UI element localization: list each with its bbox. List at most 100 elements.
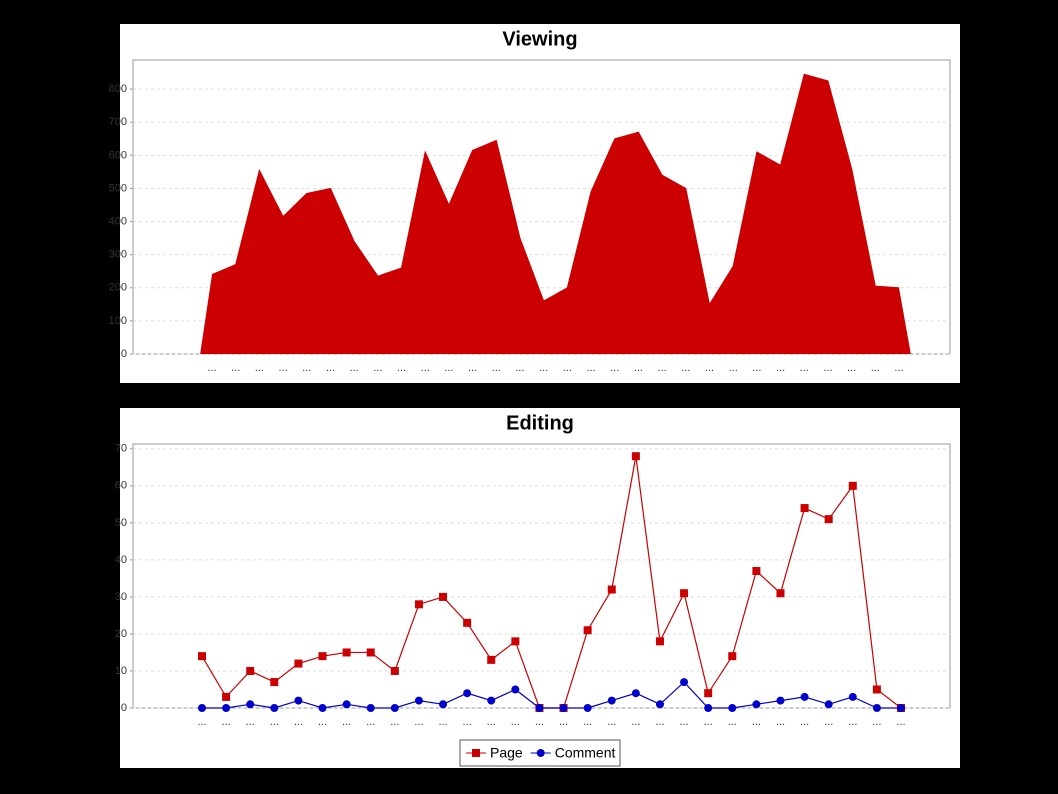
x-tick-label: ...: [583, 716, 592, 728]
legend-label: Comment: [555, 745, 616, 761]
legend-marker: [472, 749, 480, 757]
y-tick-label: 70: [115, 443, 127, 455]
marker: [728, 652, 737, 661]
marker: [414, 600, 423, 609]
x-tick-label: ...: [302, 362, 311, 374]
y-tick-label: 500: [109, 182, 127, 194]
y-tick-label: 10: [115, 665, 127, 677]
x-tick-label: ...: [222, 716, 231, 728]
x-tick-label: ...: [729, 362, 738, 374]
marker: [776, 696, 785, 705]
marker: [897, 704, 905, 712]
x-tick-label: ...: [255, 362, 264, 374]
x-tick-label: ...: [894, 362, 903, 374]
x-tick-label: ...: [800, 362, 809, 374]
x-tick-label: ...: [824, 716, 833, 728]
x-tick-label: ...: [848, 716, 857, 728]
x-tick-label: ...: [397, 362, 406, 374]
x-tick-label: ...: [421, 362, 430, 374]
marker: [463, 618, 472, 627]
marker: [872, 704, 881, 712]
y-tick-label: 800: [109, 83, 127, 95]
marker: [704, 704, 713, 712]
x-tick-label: ...: [776, 716, 785, 728]
x-tick-label: ...: [444, 362, 453, 374]
x-tick-label: ...: [586, 362, 595, 374]
chart-title: Viewing: [502, 28, 577, 50]
marker: [655, 700, 664, 709]
marker: [294, 659, 303, 668]
marker: [222, 692, 231, 701]
marker: [583, 704, 592, 712]
marker: [390, 666, 399, 675]
x-tick-label: ...: [350, 362, 359, 374]
marker: [824, 515, 833, 524]
x-tick-label: ...: [539, 362, 548, 374]
y-tick-label: 60: [115, 480, 127, 492]
marker: [439, 592, 448, 601]
x-tick-label: ...: [390, 716, 399, 728]
x-tick-label: ...: [318, 716, 327, 728]
marker: [414, 696, 423, 705]
y-tick-label: 30: [115, 591, 127, 603]
x-tick-label: ...: [373, 362, 382, 374]
marker: [607, 696, 616, 705]
x-tick-label: ...: [515, 362, 524, 374]
area-outline: [211, 73, 900, 306]
marker: [198, 704, 206, 712]
x-tick-label: ...: [704, 716, 713, 728]
marker: [583, 626, 592, 635]
y-tick-label: 300: [109, 249, 127, 261]
x-tick-label: ...: [607, 716, 616, 728]
x-tick-label: ...: [438, 716, 447, 728]
x-tick-label: ...: [468, 362, 477, 374]
x-tick-label: ...: [800, 716, 809, 728]
marker: [752, 700, 761, 709]
y-tick-label: 100: [109, 315, 127, 327]
marker: [463, 689, 472, 698]
marker: [270, 704, 279, 712]
y-tick-label: 20: [115, 628, 127, 640]
plot-area: [132, 443, 951, 709]
x-tick-label: ...: [197, 716, 206, 728]
marker: [318, 652, 327, 661]
marker: [607, 585, 616, 594]
marker: [800, 504, 809, 513]
y-tick-label: 600: [109, 149, 127, 161]
marker: [246, 700, 255, 709]
marker: [222, 704, 231, 712]
x-tick-label: ...: [705, 362, 714, 374]
y-tick-label: 0: [121, 348, 127, 360]
y-tick-label: 40: [115, 554, 127, 566]
x-tick-label: ...: [414, 716, 423, 728]
marker: [294, 696, 303, 705]
marker: [318, 704, 327, 712]
marker: [535, 704, 544, 712]
x-tick-label: ...: [366, 716, 375, 728]
y-tick-label: 200: [109, 282, 127, 294]
legend-label: Page: [490, 745, 523, 761]
marker: [390, 704, 399, 712]
marker: [270, 678, 279, 687]
marker: [631, 452, 640, 461]
x-tick-label: ...: [752, 716, 761, 728]
y-tick-label: 50: [115, 517, 127, 529]
marker: [366, 648, 375, 657]
marker: [704, 689, 713, 698]
x-tick-label: ...: [535, 716, 544, 728]
x-tick-label: ...: [823, 362, 832, 374]
marker: [872, 685, 881, 694]
marker: [487, 696, 496, 705]
x-tick-label: ...: [634, 362, 643, 374]
marker: [511, 685, 520, 694]
marker: [655, 637, 664, 646]
marker: [728, 704, 737, 712]
marker: [680, 589, 689, 598]
x-tick-label: ...: [847, 362, 856, 374]
x-tick-label: ...: [559, 716, 568, 728]
x-tick-label: ...: [326, 362, 335, 374]
x-tick-label: ...: [492, 362, 501, 374]
x-tick-label: ...: [207, 362, 216, 374]
x-tick-label: ...: [658, 362, 667, 374]
marker: [342, 700, 351, 709]
